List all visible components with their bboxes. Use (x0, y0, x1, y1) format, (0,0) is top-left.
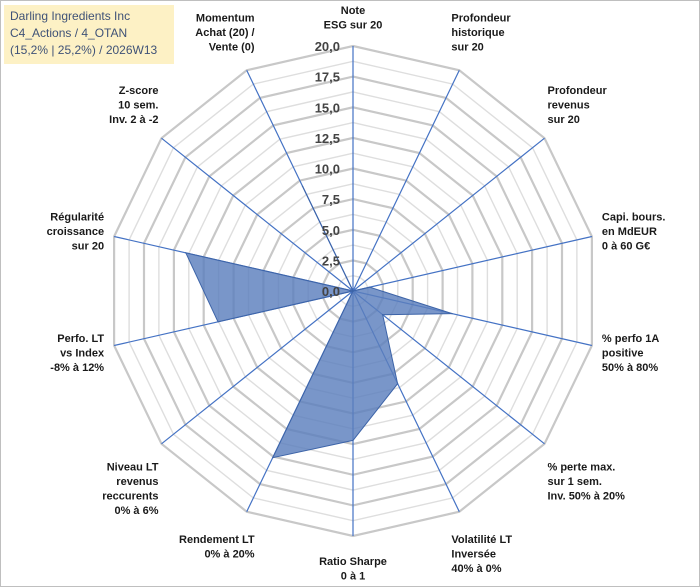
tick-label: 12,5 (315, 131, 340, 146)
chart-title-line-1: Darling Ingredients Inc (10, 9, 131, 23)
data-point (301, 185, 304, 187)
spoke-line (352, 70, 460, 292)
chart-title-line-2: C4_Actions / 4_OTAN (10, 26, 128, 40)
data-point (382, 314, 384, 316)
data-point (369, 286, 371, 288)
category-label: Régularité croissance sur 20 (47, 211, 104, 252)
category-label: Ratio Sharpe 0 à 1 (319, 556, 387, 583)
data-point (397, 383, 399, 385)
data-point (272, 457, 274, 459)
tick-label: 10,0 (315, 162, 340, 177)
category-label: % perfo 1A positive 50% à 80% (602, 333, 660, 374)
spoke-line (352, 137, 545, 292)
category-label: Momentum Achat (20) / Vente (0) (195, 13, 255, 54)
tick-label: 20,0 (315, 39, 340, 54)
data-point (217, 321, 219, 323)
data-point (352, 290, 354, 292)
chart-title-box: Darling Ingredients Inc C4_Actions / 4_O… (4, 5, 174, 64)
category-labels: Note ESG sur 20 Profondeur historique sur 20… (47, 5, 666, 583)
tick-label: 7,5 (322, 192, 340, 207)
tick-label: 17,5 (315, 70, 340, 85)
category-label: Z-score 10 sem. Inv. 2 à -2 (109, 85, 158, 126)
radial-tick-labels: 0,0 2,5 5,0 7,5 10,0 12,5 15,0 17,5 20,0 (315, 39, 340, 299)
tick-label: 2,5 (322, 253, 340, 268)
tick-label: 5,0 (322, 223, 340, 238)
chart-title-line-3: (15,2% | 25,2%) / 2026W13 (10, 43, 158, 57)
category-label: Profondeur revenus sur 20 (548, 85, 608, 126)
tick-label: 0,0 (322, 284, 340, 299)
tick-label: 15,0 (315, 100, 340, 115)
data-point (352, 439, 354, 441)
category-label: % perte max. sur 1 sem. Inv. 50% à 20% (548, 462, 626, 503)
category-label: Rendement LT 0% à 20% (179, 534, 255, 561)
category-label: Volatilité LT Inversée 40% à 0% (451, 534, 512, 575)
spoke-line (352, 290, 545, 445)
category-label: Profondeur historique sur 20 (451, 13, 511, 54)
category-label: Capi. bours. en MdEUR 0 à 60 G€ (602, 211, 666, 252)
category-label: Note ESG sur 20 (324, 5, 383, 32)
data-point (185, 252, 187, 254)
spoke-line (161, 137, 354, 292)
radar-series (184, 185, 453, 459)
data-point (451, 313, 453, 315)
category-label: Niveau LT revenus reccurents 0% à 6% (102, 462, 159, 518)
spoke-line (161, 290, 354, 445)
category-label: Perfo. LT vs Index -8% à 12% (50, 333, 105, 374)
spoke-line (352, 235, 593, 292)
